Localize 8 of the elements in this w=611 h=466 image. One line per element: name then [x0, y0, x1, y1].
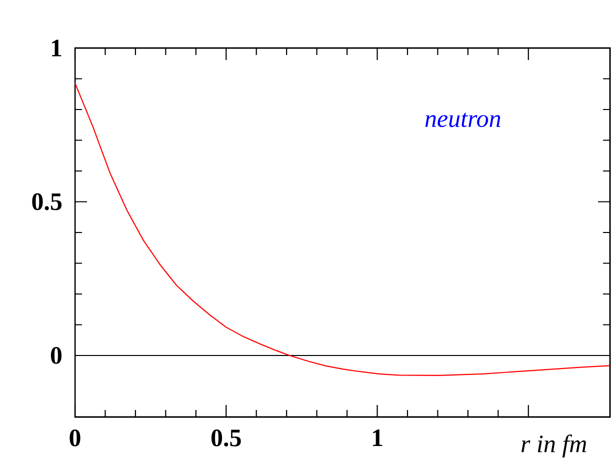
y-tick-label: 0.5: [32, 193, 62, 210]
x-tick-label: 0.5: [211, 430, 241, 447]
x-tick-label: 1: [373, 430, 382, 446]
x-tick-label: 0: [70, 430, 80, 447]
annotation: neutron: [425, 112, 500, 128]
x-axis-title: r in fm: [522, 434, 586, 458]
y-tick-label: 1: [52, 40, 62, 56]
y-tick-label: 0: [50, 347, 62, 364]
